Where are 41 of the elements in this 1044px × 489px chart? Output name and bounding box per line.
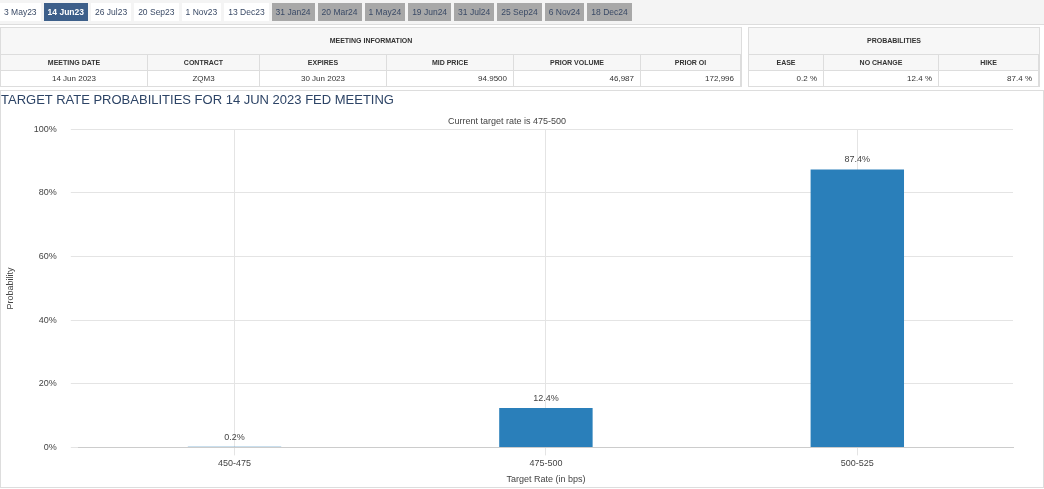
text: 0.2 % xyxy=(749,71,824,86)
y-axis-title: Probability xyxy=(4,266,15,310)
text: 20 Mar24 xyxy=(317,3,362,21)
text: 31 Jul24 xyxy=(454,3,495,21)
text: 19 Jun24 xyxy=(408,3,452,21)
x-tick-label: 475-500 xyxy=(529,458,563,469)
text: 87.4 % xyxy=(939,71,1039,86)
text: 30 Jun 2023 xyxy=(260,71,387,86)
data-label: 12.4% xyxy=(533,392,559,403)
text: 18 Dec24 xyxy=(587,3,632,21)
data-label: 0.2% xyxy=(224,431,245,442)
y-tick-label: 60% xyxy=(38,251,57,262)
text: 6 Nov24 xyxy=(544,3,585,21)
y-tick-label: 100% xyxy=(33,123,57,134)
y-tick-label: 0% xyxy=(43,441,57,452)
text: 31 Jan24 xyxy=(271,3,315,21)
text: 46,987 xyxy=(514,71,641,86)
text: 1 May24 xyxy=(364,3,406,21)
y-tick-label: 20% xyxy=(38,378,57,389)
text: 94.9500 xyxy=(387,71,514,86)
text: 14 Jun 2023 xyxy=(1,71,148,86)
data-label: 87.4% xyxy=(844,154,871,165)
x-axis-title: Target Rate (in bps) xyxy=(506,474,586,485)
text: 172,996 xyxy=(641,71,741,86)
text: 13 Dec23 xyxy=(224,3,269,21)
text: 20 Sep23 xyxy=(134,3,179,21)
text: 12.4 % xyxy=(824,71,939,86)
text: ZQM3 xyxy=(148,71,260,86)
text: 3 May23 xyxy=(0,3,41,21)
y-tick-label: 40% xyxy=(38,314,57,325)
chart-title: TARGET RATE PROBABILITIES FOR 14 JUN 2023 FED MEETING xyxy=(1,92,394,108)
x-tick-label: 500-525 xyxy=(840,458,874,469)
text: 1 Nov23 xyxy=(181,3,222,21)
text: 14 Jun23 xyxy=(43,3,88,21)
x-tick-label: 450-475 xyxy=(218,458,252,469)
text: 25 Sep24 xyxy=(497,3,542,21)
chart-subtitle: Current target rate is 475-500 xyxy=(447,116,567,127)
bar xyxy=(810,169,905,447)
bar xyxy=(499,407,593,447)
y-tick-label: 80% xyxy=(38,187,57,198)
text: 26 Jul23 xyxy=(91,3,132,21)
